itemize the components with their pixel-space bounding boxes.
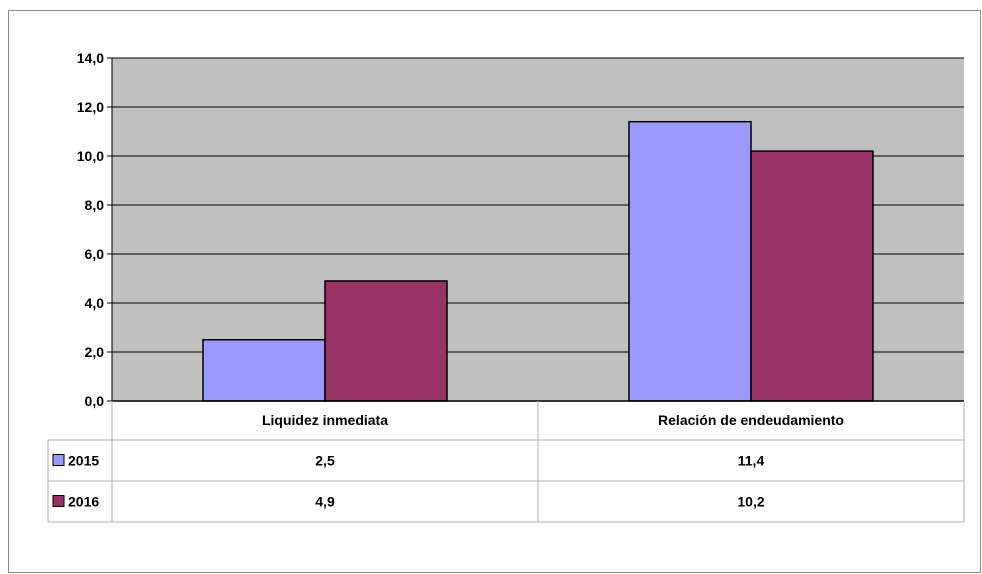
category-label: Relación de endeudamiento — [658, 412, 844, 428]
bar-2015-1 — [202, 339, 326, 402]
legend-label-2016: 2016 — [68, 494, 99, 510]
y-tick-label: 2,0 — [85, 344, 105, 360]
category-label: Liquidez inmediata — [262, 412, 388, 428]
y-axis-ticks: 0,0 2,0 4,0 6,0 8,0 10,0 12,0 14,0 — [77, 50, 113, 409]
legend-key-2015 — [52, 454, 65, 466]
y-tick-label: 8,0 — [85, 197, 105, 213]
y-tick-label: 10,0 — [77, 148, 104, 164]
data-label: 10,2 — [737, 494, 764, 510]
y-tick-label: 0,0 — [85, 393, 105, 409]
bar-2016-1 — [324, 280, 448, 402]
y-tick-label: 14,0 — [77, 50, 104, 66]
y-tick-label: 12,0 — [77, 99, 104, 115]
data-label: 2,5 — [315, 453, 335, 469]
data-label: 4,9 — [315, 494, 335, 510]
bars — [112, 120, 964, 402]
bar-2015-2 — [628, 120, 752, 402]
data-table: Liquidez inmediata Relación de endeudamie… — [47, 401, 965, 523]
bar-2016-2 — [750, 150, 874, 402]
y-tick-label: 6,0 — [85, 246, 105, 262]
legend-label-2015: 2015 — [68, 453, 99, 469]
legend-key-2016 — [52, 495, 65, 507]
y-tick-label: 4,0 — [85, 295, 105, 311]
data-label: 11,4 — [738, 453, 765, 469]
chart-frame — [8, 10, 981, 573]
